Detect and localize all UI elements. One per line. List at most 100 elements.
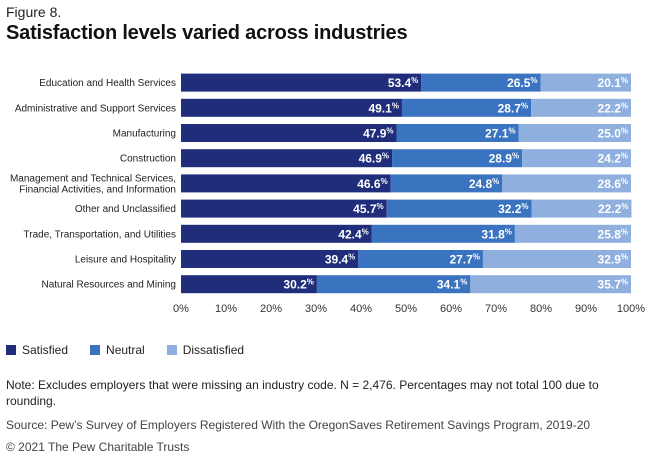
value-suffix: %: [411, 76, 418, 85]
legend-item-neutral: Neutral: [90, 343, 145, 357]
stacked-bar-chart: Education and Health Services 53.4% 26.5% 2…: [10, 73, 645, 315]
category-label: Administrative and Support Services: [15, 103, 176, 114]
figure-label: Figure 8.: [6, 4, 62, 20]
bar-segment-neutral: [358, 250, 483, 268]
value-number: 22.2: [598, 101, 622, 115]
bar-segment-dissatisfied: [514, 224, 631, 243]
value-number: 20.1: [598, 76, 622, 90]
value-suffix: %: [505, 227, 512, 236]
bar-segment-neutral: [316, 275, 471, 294]
legend-label-satisfied: Satisfied: [22, 343, 69, 357]
category-label-line: Trade, Transportation, and Utilities: [24, 229, 176, 240]
value-label-dissatisfied: 28.6%: [598, 177, 628, 191]
bar-segment-satisfied: [181, 174, 391, 193]
copyright-notice: © 2021 The Pew Charitable Trusts: [6, 440, 190, 454]
bar-segment-dissatisfied: [522, 149, 631, 168]
value-label-satisfied: 39.4%: [325, 253, 355, 267]
legend-item-dissatisfied: Dissatisfied: [166, 343, 245, 357]
value-number: 35.7: [598, 278, 622, 292]
bar-segment-neutral: [386, 199, 532, 218]
x-tick-label: 90%: [575, 303, 597, 315]
bar-segment-satisfied: [181, 98, 402, 117]
x-tick-label: 70%: [485, 303, 507, 315]
category-label: Manufacturing: [113, 129, 176, 140]
value-suffix: %: [621, 127, 628, 136]
bar-segment-satisfied: [181, 250, 359, 268]
bar-segment-dissatisfied: [531, 98, 631, 117]
value-suffix: %: [621, 253, 628, 262]
category-label-line: Other and Unclassified: [75, 204, 176, 215]
value-suffix: %: [382, 152, 389, 161]
value-number: 27.1: [485, 127, 509, 141]
value-number: 46.9: [359, 152, 383, 166]
value-number: 25.8: [598, 227, 622, 241]
x-tick-label: 20%: [260, 303, 282, 315]
value-number: 32.2: [498, 202, 522, 216]
bar-segment-neutral: [396, 124, 519, 142]
legend-item-satisfied: Satisfied: [6, 343, 68, 357]
category-label-line: Financial Activities, and Information: [19, 184, 176, 195]
category-label-line: Manufacturing: [113, 129, 176, 140]
value-suffix: %: [621, 152, 628, 161]
value-label-dissatisfied: 25.8%: [598, 227, 628, 241]
chart-title: Satisfaction levels varied across indust…: [6, 22, 408, 44]
value-label-neutral: 34.1%: [437, 278, 467, 292]
value-number: 42.4: [338, 227, 362, 241]
bar-segment-dissatisfied: [502, 174, 631, 193]
bar-segment-satisfied: [181, 73, 422, 92]
value-number: 28.6: [598, 177, 622, 191]
value-number: 26.5: [507, 76, 531, 90]
value-number: 45.7: [353, 202, 377, 216]
value-suffix: %: [621, 278, 628, 287]
value-label-neutral: 27.1%: [485, 127, 515, 141]
bar-segment-satisfied: [181, 224, 372, 243]
value-suffix: %: [621, 202, 628, 211]
value-suffix: %: [521, 202, 528, 211]
value-suffix: %: [492, 177, 499, 186]
category-label: Trade, Transportation, and Utilities: [24, 229, 176, 240]
value-suffix: %: [621, 101, 628, 110]
category-label-line: Administrative and Support Services: [15, 103, 176, 114]
category-label: Other and Unclassified: [75, 204, 176, 215]
value-label-satisfied: 53.4%: [388, 76, 418, 90]
value-suffix: %: [521, 101, 528, 110]
bar-segment-neutral: [371, 224, 515, 243]
legend-label-dissatisfied: Dissatisfied: [182, 343, 245, 357]
value-number: 47.9: [363, 127, 387, 141]
category-label: Management and Technical Services, Financ…: [10, 173, 176, 195]
x-tick-label: 40%: [350, 303, 372, 315]
value-label-satisfied: 30.2%: [283, 278, 313, 292]
value-suffix: %: [392, 101, 399, 110]
category-label-line: Construction: [120, 154, 176, 165]
value-number: 27.7: [449, 253, 473, 267]
x-tick-label: 30%: [305, 303, 327, 315]
value-number: 24.2: [598, 152, 622, 166]
bar-segment-neutral: [401, 98, 532, 117]
value-number: 28.7: [498, 101, 522, 115]
value-number: 25.0: [598, 127, 622, 141]
x-tick-label: 0%: [173, 303, 189, 315]
value-label-dissatisfied: 22.2%: [598, 101, 628, 115]
value-suffix: %: [621, 227, 628, 236]
value-number: 32.9: [598, 253, 622, 267]
chart-legend: Satisfied Neutral Dissatisfied: [6, 343, 244, 357]
value-number: 49.1: [368, 101, 392, 115]
bar-segment-neutral: [392, 149, 523, 168]
category-label: Natural Resources and Mining: [41, 280, 176, 291]
bar-segment-satisfied: [181, 149, 393, 168]
category-label-line: Leisure and Hospitality: [75, 255, 176, 266]
legend-swatch-satisfied: [6, 345, 16, 355]
bar-segment-neutral: [390, 174, 503, 193]
value-label-satisfied: 49.1%: [368, 101, 398, 115]
chart-source: Source: Pew’s Survey of Employers Regist…: [6, 418, 591, 432]
chart-note: Note: Excludes employers that were missi…: [6, 378, 599, 408]
value-label-satisfied: 46.6%: [357, 177, 387, 191]
value-number: 34.1: [437, 278, 461, 292]
bar-segment-dissatisfied: [482, 250, 631, 268]
x-tick-label: 10%: [215, 303, 237, 315]
bar-segment-dissatisfied: [531, 199, 632, 218]
value-number: 31.8: [481, 227, 505, 241]
value-label-satisfied: 42.4%: [338, 227, 368, 241]
value-suffix: %: [621, 76, 628, 85]
legend-swatch-dissatisfied: [166, 345, 177, 355]
